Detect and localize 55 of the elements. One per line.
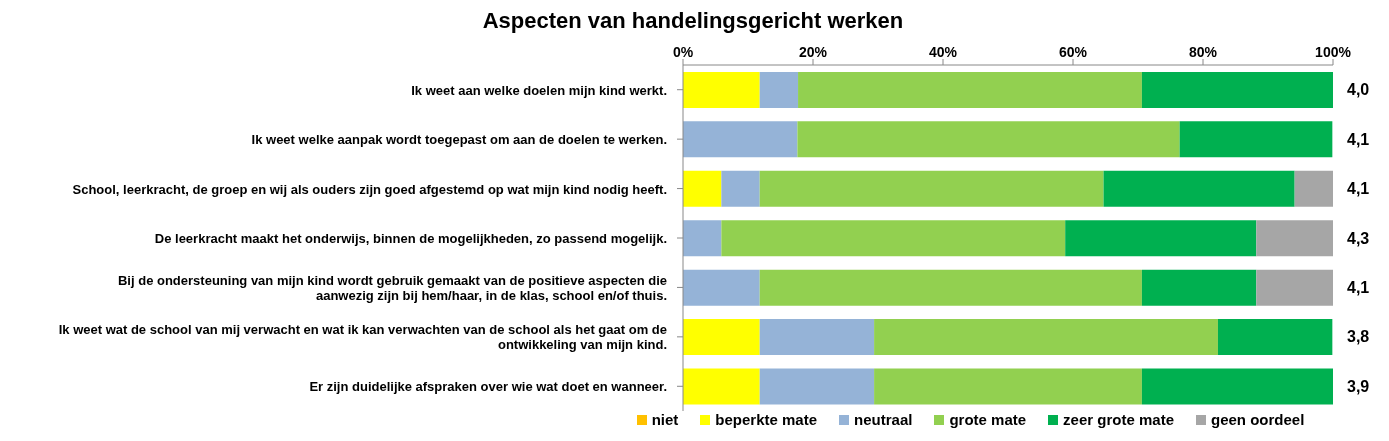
x-tick-label: 80% — [1188, 44, 1218, 60]
bar — [683, 269, 760, 306]
legend-label: beperkte mate — [714, 411, 818, 428]
bar — [721, 170, 760, 207]
bar — [1294, 170, 1333, 207]
y-tick-label: School, leerkracht, de groep en wij als ouders zijn goed afgestemd op wat mijn kind nodig heeft. — [72, 181, 667, 197]
text: 3,8 — [1347, 328, 1370, 346]
bar — [759, 170, 1104, 207]
bar — [1141, 71, 1333, 108]
bar — [874, 368, 1142, 405]
bar — [798, 71, 1142, 108]
x-tick-label: 20% — [798, 44, 828, 60]
y-tick-label: Ik weet wat de school van mij verwacht en wat ik kan verwachten van de school als het gaat om de ontwikkeling van mijn kind. — [58, 321, 667, 352]
bar — [1103, 170, 1295, 207]
legend-label: grote mate — [948, 411, 1027, 428]
text: 4,1 — [1347, 180, 1370, 198]
y-tick-label: Ik weet aan welke doelen mijn kind werkt. — [411, 82, 667, 98]
legend-label: geen oordeel — [1209, 411, 1305, 428]
bar — [1141, 269, 1257, 306]
bar — [721, 220, 1066, 257]
text: 4,3 — [1347, 229, 1370, 247]
text: 4,1 — [1347, 278, 1370, 296]
bar — [683, 319, 760, 356]
text: 4,0 — [1347, 81, 1370, 99]
y-tick-label: Er zijn duidelijke afspraken over wie wat doet en wanneer. — [309, 378, 667, 394]
legend-label: zeer grote mate — [1062, 411, 1174, 428]
x-tick-label: 0% — [672, 44, 694, 60]
bar — [797, 121, 1180, 158]
bar — [1179, 121, 1333, 158]
bar — [759, 319, 875, 356]
bar — [759, 368, 875, 405]
legend-label: neutraal — [853, 411, 913, 428]
bar — [874, 319, 1218, 356]
y-tick-label: Ik weet welke aanpak wordt toegepast om aan de doelen te werken. — [251, 131, 667, 147]
chart-title: Aspecten van handelingsgericht werken — [481, 8, 905, 35]
bar — [1256, 220, 1333, 257]
x-tick-label: 40% — [928, 44, 958, 60]
bar — [683, 121, 798, 158]
bar — [1256, 269, 1333, 306]
bar — [1217, 319, 1333, 356]
x-tick-label: 60% — [1058, 44, 1088, 60]
bar — [1065, 220, 1257, 257]
x-tick-label: 100% — [1315, 44, 1352, 60]
bar — [759, 269, 1142, 306]
bar — [759, 71, 799, 108]
text: 4,1 — [1347, 130, 1370, 148]
bar — [683, 368, 760, 405]
bar — [683, 220, 722, 257]
bar — [683, 71, 760, 108]
y-tick-label: Bij de ondersteuning van mijn kind wordt gebruik gemaakt van de positieve aspecten die aanwezig zijn bij hem/haar, in de klas, school en/of thuis. — [117, 272, 667, 303]
legend-label: niet — [650, 411, 679, 428]
text: 3,9 — [1347, 377, 1370, 395]
bar — [683, 170, 722, 207]
bar — [1141, 368, 1333, 405]
y-tick-label: De leerkracht maakt het onderwijs, binnen de mogelijkheden, zo passend mogelijk. — [154, 230, 667, 246]
